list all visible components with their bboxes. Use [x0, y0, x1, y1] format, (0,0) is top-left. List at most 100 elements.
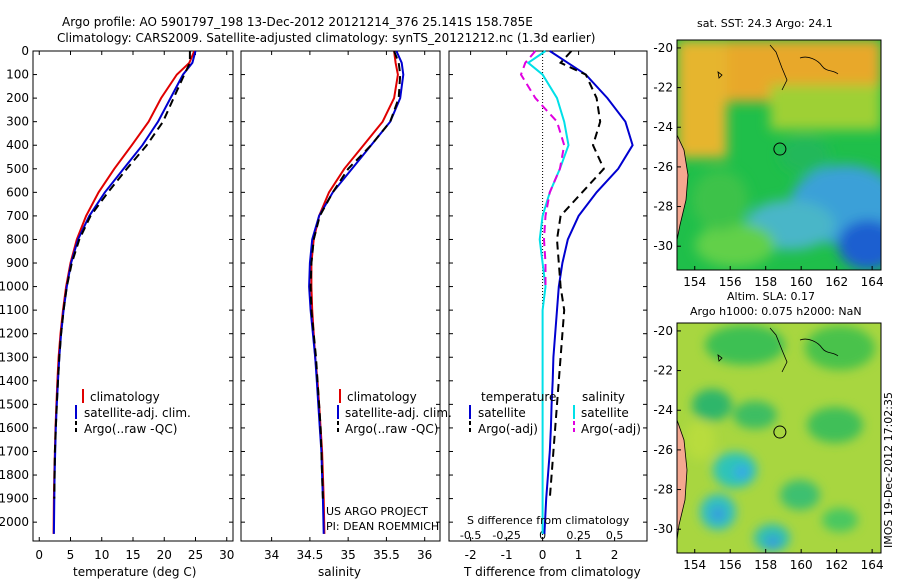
argo-location-marker: [773, 425, 787, 439]
longitude-tick-label: 154: [683, 275, 706, 289]
legend-heading-temperature: temperature: [481, 390, 556, 404]
legend-label-argo: Argo(..raw -QC): [84, 422, 177, 436]
sla-map-title-1: Altim. SLA: 0.17: [727, 290, 815, 303]
depth-tick-label: 1000: [0, 280, 29, 294]
series-line-argo-raw-qc-: [309, 50, 402, 499]
header-line-1: Argo profile: AO 5901797_198 13-Dec-2012…: [62, 15, 533, 29]
longitude-tick-label: 158: [754, 275, 777, 289]
temperature-axis-label: temperature (deg C): [73, 565, 196, 579]
latitude-tick-label: -30: [653, 522, 673, 536]
temperature-tick-labels: 0 5 10 15 20 25 30: [35, 51, 234, 562]
longitude-tick-label: 156: [719, 275, 742, 289]
salinity-tick-labels: 34 34.5 35 35.5 36: [264, 51, 432, 562]
x-tick-label: 5: [67, 548, 75, 562]
series-line-argo-adj--salinity: [519, 50, 566, 287]
sla-map-frame: [676, 322, 882, 554]
longitude-tick-label: 162: [825, 275, 848, 289]
temperature-panel: 0100200300400500600700800900100011001200…: [0, 44, 234, 579]
x-tick-label: 1: [575, 548, 583, 562]
latitude-tick-label: -26: [653, 160, 673, 174]
latitude-tick-label: -22: [653, 81, 673, 95]
depth-tick-label: 900: [6, 256, 29, 270]
legend-label-satellite: satellite-adj. clim.: [84, 406, 191, 420]
legend-label-t-satellite: satellite: [478, 406, 526, 420]
sla-longitude-ticks: 154 156 158 160 162 164: [683, 549, 884, 572]
longitude-tick-label: 160: [790, 558, 813, 572]
s-difference-tick-labels: -0.5 -0.25 0 0.25 0.5: [460, 529, 623, 542]
x-tick-label: 2: [611, 548, 619, 562]
series-line-satellite-temperature: [543, 50, 634, 534]
latitude-tick-label: -24: [653, 403, 673, 417]
x-tick-label: 35.5: [373, 548, 400, 562]
sla-map-title-2: Argo h1000: 0.075 h2000: NaN: [690, 305, 862, 318]
depth-tick-label: 1500: [0, 397, 29, 411]
legend-label-s-satellite: satellite: [581, 406, 629, 420]
x-tick-label: -1: [501, 548, 513, 562]
depth-tick-label: 1900: [0, 492, 29, 506]
pi-annotation: PI: DEAN ROEMMICH: [326, 520, 439, 533]
salinity-legend: climatology satellite-adj. clim. Argo(..…: [337, 389, 452, 436]
s-tick-label: 0.5: [606, 529, 624, 542]
t-difference-axis-label: T difference from climatology: [463, 565, 641, 579]
difference-legend: temperature satellite Argo(-adj) salinit…: [469, 390, 641, 436]
latitude-tick-label: -26: [653, 443, 673, 457]
longitude-tick-label: 162: [825, 558, 848, 572]
legend-label-satellite: satellite-adj. clim.: [345, 406, 452, 420]
sst-latitude-ticks: -20 -22 -24 -26 -28 -30: [653, 41, 681, 253]
sst-field: [677, 40, 881, 270]
temperature-axes-frame: [32, 50, 234, 542]
depth-tick-label: 1800: [0, 468, 29, 482]
x-tick-label: 15: [125, 548, 140, 562]
difference-depth-ticks: [449, 50, 647, 523]
depth-tick-label: 400: [6, 138, 29, 152]
latitude-tick-label: -28: [653, 483, 673, 497]
series-line-climatology: [52, 50, 196, 534]
depth-tick-label: 1700: [0, 444, 29, 458]
legend-label-s-argo: Argo(-adj): [581, 422, 641, 436]
x-tick-label: 0: [35, 548, 43, 562]
difference-axes-frame: [448, 50, 648, 542]
legend-heading-salinity: salinity: [582, 390, 625, 404]
series-line-climatology: [310, 50, 399, 534]
latitude-tick-label: -30: [653, 239, 673, 253]
latitude-tick-label: -22: [653, 364, 673, 378]
s-tick-label: -0.25: [492, 529, 520, 542]
longitude-tick-label: 158: [754, 558, 777, 572]
depth-tick-label: 1400: [0, 374, 29, 388]
x-tick-label: 34.5: [297, 548, 324, 562]
imos-credit: IMOS 19-Dec-2012 17:02:35: [882, 392, 895, 548]
sst-longitude-ticks: 154 156 158 160 162 164: [683, 266, 884, 289]
s-tick-label: -0.5: [460, 529, 481, 542]
salinity-axis-label: salinity: [318, 565, 361, 579]
argo-location-marker: [773, 142, 787, 156]
sla-latitude-ticks: -20 -22 -24 -26 -28 -30: [653, 324, 681, 536]
header-line-2: Climatology: CARS2009. Satellite-adjuste…: [57, 31, 595, 45]
depth-tick-label: 800: [6, 232, 29, 246]
depth-tick-label: 2000: [0, 515, 29, 529]
x-tick-label: 0: [539, 548, 547, 562]
depth-tick-label: 1100: [0, 303, 29, 317]
depth-tick-label: 700: [6, 209, 29, 223]
series-line-satellite-salinity: [526, 50, 570, 534]
x-tick-label: -2: [465, 548, 477, 562]
depth-tick-labels: 0 100 200 300 400 500 600 700 800 900 1000 1100 1200…: [0, 44, 233, 529]
s-tick-label: 0.25: [566, 529, 591, 542]
depth-tick-label: 600: [6, 185, 29, 199]
latitude-tick-label: -28: [653, 200, 673, 214]
legend-label-climatology: climatology: [347, 390, 417, 404]
difference-panel: -2 -1 0 1 2 -0.5 -0.25 0 0.25 0.5 S difference f…: [448, 50, 648, 579]
x-tick-label: 20: [157, 548, 172, 562]
legend-label-t-argo: Argo(-adj): [478, 422, 538, 436]
series-line-satellite-adj-clim-: [52, 50, 197, 534]
depth-tick-label: 200: [6, 91, 29, 105]
salinity-panel: 34 34.5 35 35.5 36 salinity climatology sate…: [240, 50, 452, 579]
sst-map-title: sat. SST: 24.3 Argo: 24.1: [697, 17, 833, 30]
s-difference-axis-label: S difference from climatology: [467, 514, 630, 527]
salinity-series: [308, 50, 405, 534]
x-tick-label: 30: [219, 548, 234, 562]
latitude-tick-label: -24: [653, 120, 673, 134]
x-tick-label: 36: [417, 548, 432, 562]
longitude-tick-label: 164: [861, 275, 884, 289]
sst-map-frame: [676, 39, 882, 271]
